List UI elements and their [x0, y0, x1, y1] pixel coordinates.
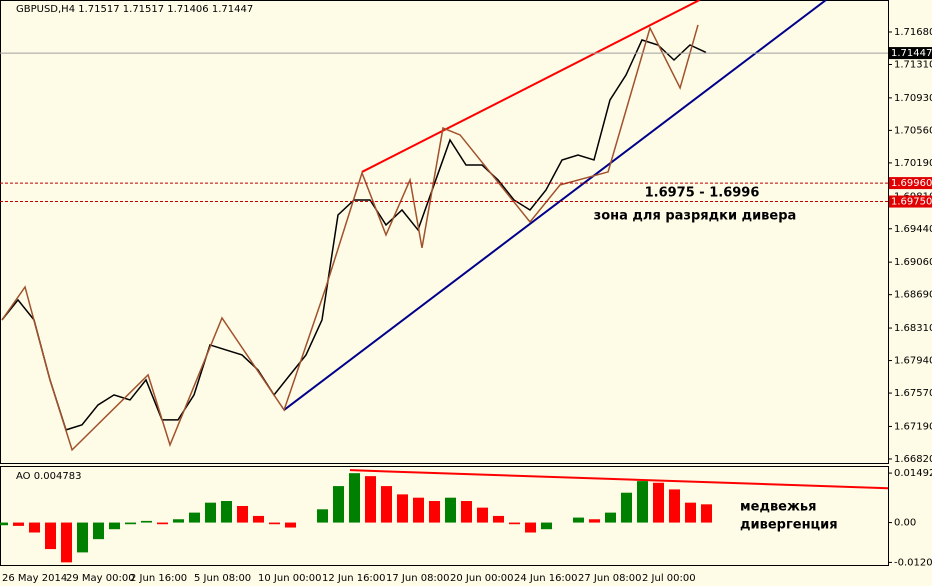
ao-bar	[269, 522, 280, 525]
y-tick-label: 1.67190	[894, 421, 932, 432]
y-tick-label: 1.69060	[894, 257, 932, 268]
annotation: медвежья	[740, 500, 817, 515]
ao-bar	[509, 522, 520, 525]
x-tick-label: 12 Jun 16:00	[322, 573, 386, 584]
y-tick-label: 1.66820	[894, 454, 932, 465]
ao-pane	[0, 466, 889, 566]
y-tick-label: 1.70930	[894, 93, 932, 104]
y-tick-label: 1.71680	[894, 27, 932, 38]
ao-bar	[45, 522, 56, 550]
level-label: 1.69960	[891, 178, 932, 189]
ao-bar	[589, 519, 600, 523]
price-pane	[0, 0, 889, 464]
ao-bar	[429, 501, 440, 523]
ao-bar	[205, 502, 216, 523]
ao-bar	[317, 509, 328, 523]
ao-bar	[621, 492, 632, 523]
y-tick-label: 0.00	[894, 518, 916, 529]
y-tick-label: 0.014923	[894, 468, 932, 479]
ao-bar	[493, 515, 504, 523]
y-tick-label: 1.68310	[894, 323, 932, 334]
ao-bar	[189, 512, 200, 523]
chart-title: GBPUSD,H4 1.71517 1.71517 1.71406 1.7144…	[16, 4, 253, 15]
annotation: зона для разрядки дивера	[594, 209, 797, 224]
ao-bar	[477, 507, 488, 523]
ao-bar	[605, 512, 616, 523]
plot-area	[0, 469, 888, 563]
ao-bar	[701, 504, 712, 523]
level-label-box	[889, 47, 932, 60]
y-tick-label: 1.71310	[894, 59, 932, 70]
y-tick-label: 1.67940	[894, 356, 932, 367]
trend-line	[361, 0, 701, 173]
x-tick-label: 20 Jun 00:00	[450, 573, 514, 584]
y-tick-label: 1.69440	[894, 224, 932, 235]
y-tick-label: -0.012022	[894, 557, 932, 568]
level-label: 1.69750	[891, 197, 932, 208]
y-tick-label: 1.70560	[894, 125, 932, 136]
ao-bar	[653, 482, 664, 523]
ao-bar	[573, 517, 584, 523]
ao-bar	[77, 522, 88, 553]
x-tick-label: 2 Jun 16:00	[130, 573, 187, 584]
x-tick-label: 2 Jul 00:00	[642, 573, 696, 584]
ao-bar	[365, 476, 376, 523]
x-tick-label: 5 Jun 08:00	[194, 573, 251, 584]
ao-bar	[525, 522, 536, 533]
y-tick-label: 1.70190	[894, 158, 932, 169]
zigzag-line	[1, 24, 699, 452]
ao-bar	[253, 515, 264, 523]
ao-bar	[349, 473, 360, 523]
ao-bar	[461, 501, 472, 523]
plot-area	[1, 0, 827, 452]
ao-bar	[541, 522, 552, 530]
x-tick-label: 10 Jun 00:00	[258, 573, 322, 584]
level-label-box	[889, 195, 932, 208]
ao-bar	[221, 501, 232, 523]
x-tick-label: 27 Jun 08:00	[578, 573, 642, 584]
ao-bar	[13, 522, 24, 526]
level-label-box	[889, 177, 932, 190]
ao-bar	[237, 505, 248, 523]
ao-bar	[141, 520, 152, 523]
ao-bar	[669, 489, 680, 523]
chart-title: AO 0.004783	[16, 471, 81, 482]
ao-bar	[381, 486, 392, 523]
x-tick-label: 17 Jun 08:00	[386, 573, 450, 584]
y-tick-label: 1.67570	[894, 388, 932, 399]
ao-bar	[637, 481, 648, 523]
ao-bar	[0, 522, 8, 526]
x-tick-label: 26 May 2014	[2, 573, 67, 584]
level-label: 1.71447	[891, 48, 932, 59]
ao-bar	[109, 522, 120, 530]
ao-bar	[685, 502, 696, 523]
x-tick-label: 24 Jun 16:00	[514, 573, 578, 584]
x-tick-label: 29 May 00:00	[66, 573, 135, 584]
ao-bar	[445, 497, 456, 523]
ao-bar	[285, 522, 296, 528]
y-tick-label: 1.68690	[894, 290, 932, 301]
trend-line	[349, 469, 888, 490]
ao-bar	[173, 519, 184, 523]
ao-bar	[333, 486, 344, 523]
ao-bar	[397, 494, 408, 523]
annotation: дивергенция	[740, 518, 838, 533]
ao-bar	[93, 522, 104, 540]
ao-bar	[125, 522, 136, 525]
ao-bar	[29, 522, 40, 533]
trend-line	[283, 0, 827, 411]
ao-bar	[157, 522, 168, 525]
ao-bar	[413, 497, 424, 523]
ao-bar	[61, 522, 72, 563]
annotation: 1.6975 - 1.6996	[645, 186, 760, 201]
